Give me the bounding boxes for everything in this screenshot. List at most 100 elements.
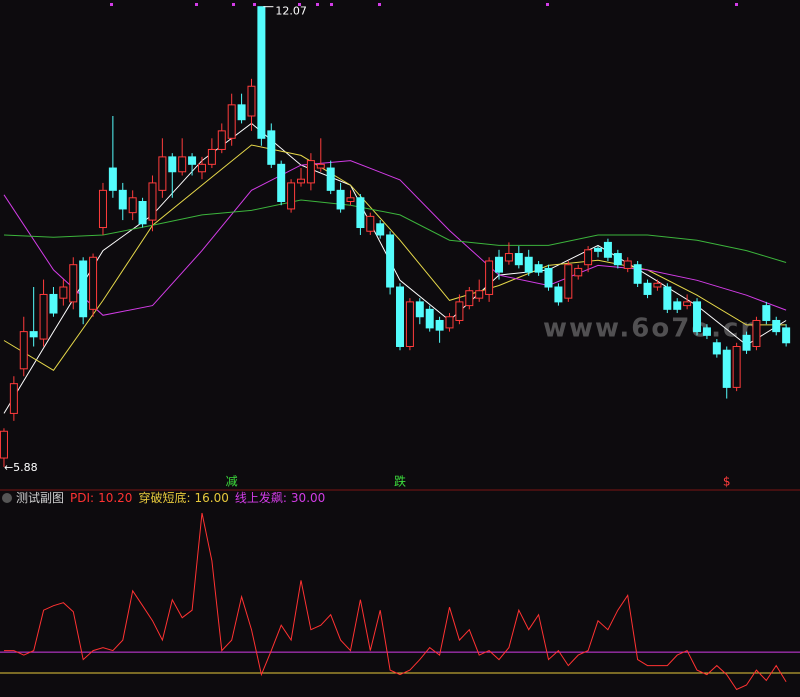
legend-name: PDI	[70, 491, 90, 505]
candle-body	[207, 148, 216, 165]
candle-body	[257, 6, 266, 139]
candle-body	[287, 182, 296, 210]
candle-body	[772, 319, 781, 333]
candle-body	[326, 167, 335, 191]
candle-body	[693, 301, 702, 333]
candle-body	[762, 305, 771, 321]
moving-average-line	[3, 160, 787, 316]
candle-body	[752, 319, 761, 347]
candle-body	[594, 247, 603, 252]
candle-body	[712, 342, 721, 355]
candle-body	[376, 223, 385, 236]
candle-body	[742, 334, 751, 351]
candle-body	[118, 189, 127, 210]
candle-body	[316, 163, 325, 169]
candle-body	[435, 319, 444, 331]
candle-body	[663, 286, 672, 310]
candle-body	[296, 178, 305, 184]
candle-body	[485, 260, 494, 295]
moving-average-line	[3, 122, 787, 414]
candle-body	[445, 316, 454, 329]
candle-body	[346, 197, 355, 203]
legend-name: 线上发飙	[235, 490, 283, 505]
candle-body	[732, 345, 741, 388]
legend-value: 30.00	[291, 491, 325, 505]
candle-body	[425, 308, 434, 329]
candle-body	[69, 264, 78, 303]
candle-body	[405, 301, 414, 347]
candle-body	[158, 156, 167, 191]
signal-label: $	[723, 475, 731, 489]
candle-body	[197, 163, 206, 173]
price-annotation: 12.07	[275, 5, 307, 18]
candle-body	[465, 290, 474, 307]
watermark: www.6o7o.cn	[543, 314, 761, 344]
candle-body	[603, 241, 612, 258]
candle-body	[722, 349, 731, 388]
candle-body	[524, 256, 533, 273]
candle-body	[534, 264, 543, 273]
candle-body	[277, 163, 286, 203]
candle-body	[415, 301, 424, 318]
candle-body	[702, 327, 711, 336]
legend-name: 穿破短底	[138, 490, 186, 505]
candle-body	[188, 156, 197, 165]
candle-body	[386, 234, 395, 288]
moving-average-line	[3, 199, 787, 263]
candle-body	[613, 253, 622, 266]
candle-body	[59, 286, 68, 299]
candle-body	[49, 293, 58, 314]
candle-body	[98, 189, 107, 229]
candle-body	[544, 267, 553, 288]
candle-body	[9, 383, 18, 414]
candle-body	[574, 267, 583, 277]
candle-body	[267, 130, 276, 165]
candle-body	[0, 430, 8, 459]
candle-body	[504, 253, 513, 262]
price-annotation: ←5.88	[4, 461, 38, 474]
candle-body	[554, 286, 563, 303]
candle-body	[683, 301, 692, 307]
candle-body	[217, 130, 226, 150]
legend-separator: :	[283, 491, 287, 505]
candle-body	[455, 301, 464, 321]
candle-body	[39, 293, 48, 340]
candle-body	[653, 282, 662, 288]
candle-body	[643, 282, 652, 295]
candle-body	[623, 260, 632, 269]
candle-body	[19, 331, 28, 370]
moving-average-line	[3, 144, 787, 371]
candle-body	[673, 301, 682, 310]
candle-body	[336, 189, 345, 210]
legend-separator: :	[90, 491, 94, 505]
candle-body	[108, 167, 117, 191]
top-dots	[110, 3, 738, 6]
signal-label: 减	[226, 475, 238, 489]
candle-body	[128, 197, 137, 214]
candle-body	[148, 182, 157, 221]
candle-body	[168, 156, 177, 173]
candle-body	[514, 253, 523, 266]
candle-body	[178, 156, 187, 173]
candle-body	[237, 104, 246, 121]
legend-value: 16.00	[195, 491, 229, 505]
candle-body	[584, 249, 593, 266]
collapse-icon[interactable]	[2, 493, 12, 503]
candle-body	[247, 85, 256, 117]
indicator-line	[4, 512, 787, 691]
panel-header: 测试副图 PDI: 10.20 穿破短底: 16.00 线上发飙: 30.00	[16, 490, 325, 505]
panel-title: 测试副图	[16, 490, 64, 505]
candle-body	[782, 327, 791, 344]
legend-value: 10.20	[98, 491, 132, 505]
candle-body	[396, 286, 404, 347]
candle-body	[495, 256, 504, 273]
candle-body	[227, 104, 236, 139]
legend-separator: :	[186, 491, 190, 505]
signal-label: 跌	[394, 474, 406, 489]
candle-body	[564, 264, 573, 299]
candle-body	[306, 160, 315, 184]
candle-body	[79, 260, 88, 318]
candle-body	[138, 201, 147, 225]
